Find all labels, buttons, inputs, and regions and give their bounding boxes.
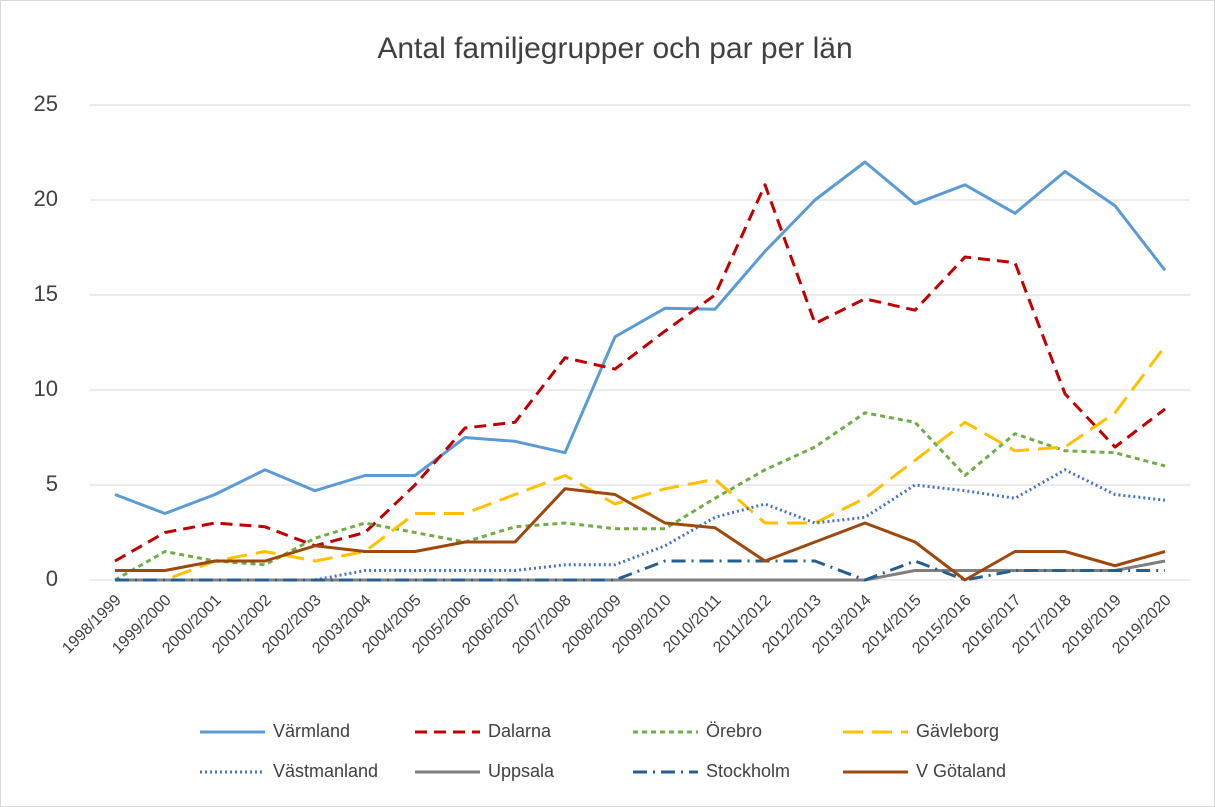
legend-label: Örebro bbox=[706, 721, 762, 741]
legend-label: Stockholm bbox=[706, 761, 790, 781]
series-line bbox=[115, 345, 1167, 582]
legend-label: Västmanland bbox=[273, 761, 378, 781]
legend-label: Dalarna bbox=[488, 721, 552, 741]
series-line bbox=[115, 559, 1165, 582]
legend-label: Gävleborg bbox=[916, 721, 999, 741]
chart-title: Antal familjegrupper och par per län bbox=[377, 32, 852, 65]
y-tick-label: 5 bbox=[46, 471, 58, 496]
y-tick-label: 10 bbox=[34, 376, 58, 401]
y-tick-label: 25 bbox=[34, 91, 58, 116]
series-line bbox=[114, 160, 1167, 515]
y-tick-label: 20 bbox=[34, 186, 58, 211]
y-tick-label: 15 bbox=[34, 281, 58, 306]
series-line bbox=[115, 487, 1166, 582]
legend-label: Uppsala bbox=[488, 761, 555, 781]
legend-label: V Götaland bbox=[916, 761, 1006, 781]
y-tick-label: 0 bbox=[46, 566, 58, 591]
legend-label: Värmland bbox=[273, 721, 350, 741]
